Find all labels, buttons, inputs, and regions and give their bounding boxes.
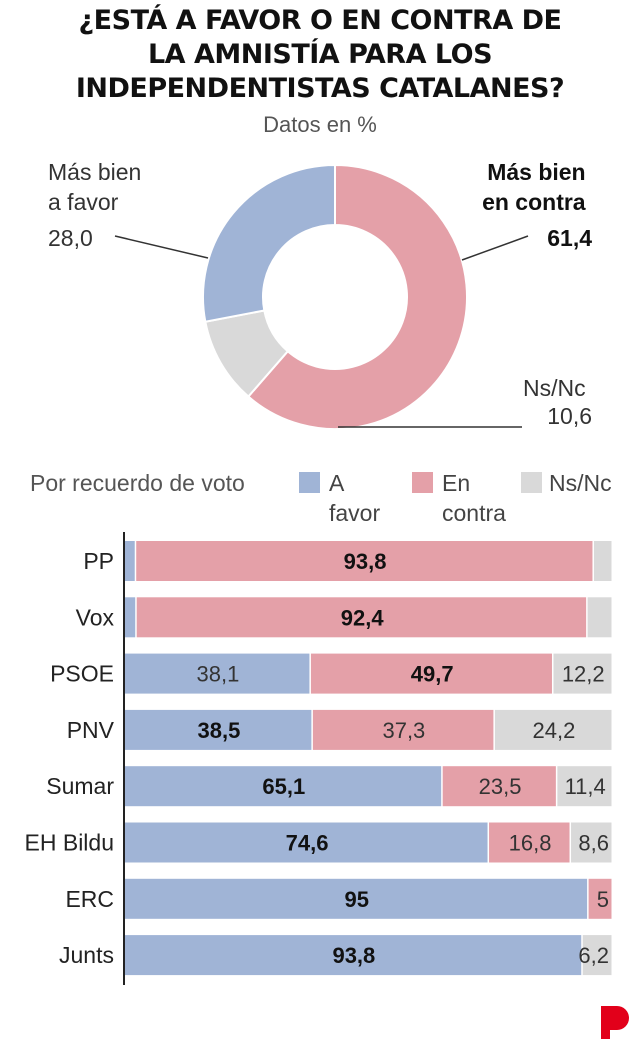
donut-value-nsnc: 10,6 <box>547 403 592 429</box>
bar-segment-nsnc <box>582 935 612 976</box>
bar-segment-contra <box>489 822 570 863</box>
bar-value-label-favor: 95 <box>345 887 369 912</box>
donut-label-favor-line: a favor <box>48 189 119 215</box>
bar-value-label-nsnc: 24,2 <box>533 718 576 743</box>
bar-segment-contra <box>588 878 612 919</box>
legend-label-contra-line: contra <box>442 500 506 526</box>
legend-swatch-nsnc <box>521 472 542 493</box>
bar-segment-contra <box>310 653 552 694</box>
bar-category-label: Sumar <box>46 773 114 799</box>
legend-label-favor: A favor <box>329 470 380 526</box>
bar-category-label: PP <box>83 548 114 574</box>
bar-value-label-nsnc: 12,2 <box>562 662 605 687</box>
bar-value-label-favor: 65,1 <box>262 774 305 799</box>
bar-segment-nsnc <box>593 541 612 581</box>
bar-segment-favor <box>125 709 312 750</box>
bar-value-label-nsnc: 6,2 <box>578 943 609 968</box>
bar-category-label: Vox <box>76 604 115 630</box>
title-line: LA AMNISTÍA PARA LOS <box>147 39 493 70</box>
bar-value-label-contra: 23,5 <box>479 774 522 799</box>
bar-segment-favor <box>125 766 442 807</box>
bar-segment-contra <box>312 709 494 750</box>
legend-label-favor-line: favor <box>329 500 380 526</box>
bar-category-label: ERC <box>65 886 114 912</box>
bar-value-label-favor: 38,1 <box>197 662 240 687</box>
chart-subtitle: Datos en % <box>263 112 377 137</box>
bar-category-label: EH Bildu <box>25 830 114 856</box>
donut-chart: Más bien a favor 28,0 Más bien en contra… <box>48 159 592 430</box>
bar-value-label-nsnc: 11,4 <box>565 774 606 799</box>
title-line: INDEPENDENTISTAS CATALANES? <box>75 73 565 104</box>
bar-segment-favor <box>125 822 488 863</box>
bar-value-label-favor: 93,8 <box>332 943 375 968</box>
donut-slice-favor <box>202 163 336 323</box>
donut-label-contra: Más bien en contra 61,4 <box>482 159 592 251</box>
bar-segment-nsnc <box>587 597 612 638</box>
bar-segment-favor <box>125 597 136 638</box>
bar-segment-nsnc <box>494 709 612 750</box>
leader-line-favor <box>114 235 209 259</box>
donut-slice-contra <box>246 163 468 430</box>
leader-line-contra <box>461 235 529 261</box>
bar-value-label-contra: 92,4 <box>341 605 385 630</box>
title-line: ¿ESTÁ A FAVOR O EN CONTRA DE <box>78 5 562 36</box>
bar-segment-contra <box>136 597 587 638</box>
legend-label-contra: En contra <box>442 470 506 526</box>
bar-value-label-contra: 49,7 <box>411 662 454 687</box>
bar-value-label-nsnc: 8,6 <box>578 831 609 856</box>
bar-category-label: PNV <box>67 717 115 743</box>
bar-value-label-favor: 38,5 <box>198 718 241 743</box>
bar-segment-nsnc <box>571 822 612 863</box>
bar-value-label-contra: 93,8 <box>344 549 387 574</box>
bar-category-label: Junts <box>59 942 114 968</box>
donut-value-contra: 61,4 <box>547 225 592 251</box>
legend-swatch-contra <box>412 472 433 493</box>
legend-label-favor-line: A <box>329 470 345 496</box>
donut-label-nsnc: Ns/Nc 10,6 <box>523 375 592 429</box>
bar-segment-nsnc <box>553 653 612 694</box>
bar-segment-favor <box>125 935 582 976</box>
donut-slices <box>202 163 468 430</box>
donut-label-favor-line: Más bien <box>48 159 141 185</box>
legend-label-contra-line: En <box>442 470 470 496</box>
bar-segment-nsnc <box>557 766 612 807</box>
legend-label-nsnc-line: Ns/Nc <box>549 470 612 496</box>
donut-label-contra-line: en contra <box>482 189 586 215</box>
bar-segment-contra <box>442 766 556 807</box>
legend-swatch-favor <box>299 472 320 493</box>
bar-value-label-favor: 74,6 <box>286 831 329 856</box>
bar-segment-favor <box>125 541 135 581</box>
bar-value-label-contra: 37,3 <box>382 718 425 743</box>
bar-value-label-contra: 5 <box>597 887 609 912</box>
donut-label-contra-line: Más bien <box>487 159 585 185</box>
publico-p-logo-icon <box>601 1006 629 1039</box>
bar-rows: PP2,393,8Vox2,492,4PSOE38,149,712,2PNV38… <box>25 541 612 976</box>
donut-label-favor: Más bien a favor 28,0 <box>48 159 148 251</box>
legend-title: Por recuerdo de voto <box>30 470 245 496</box>
donut-value-favor: 28,0 <box>48 225 93 251</box>
bar-category-label: PSOE <box>50 661 114 687</box>
legend-label-nsnc: Ns/Nc <box>549 470 612 496</box>
bar-value-label-contra: 16,8 <box>509 831 552 856</box>
chart-title: ¿ESTÁ A FAVOR O EN CONTRA DE LA AMNISTÍA… <box>0 4 640 106</box>
bar-segment-favor <box>125 653 310 694</box>
bar-segment-contra <box>136 541 593 581</box>
donut-label-nsnc-line: Ns/Nc <box>523 375 586 401</box>
bar-segment-favor <box>125 878 588 919</box>
